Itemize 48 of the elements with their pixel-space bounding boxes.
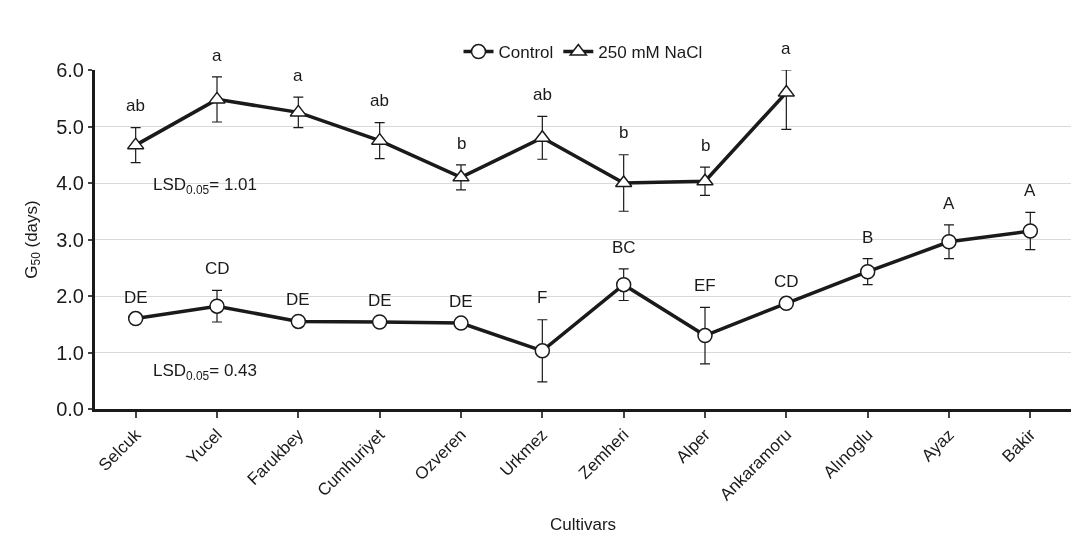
annotation: LSD$_{0.05}$= 1.01 [153,175,257,197]
annotation: ab [533,85,552,104]
y-tick-label: 6.0 [56,59,84,81]
point [859,263,876,280]
x-axis-title: Cultivars [549,514,617,534]
point [453,315,469,331]
annotation: CD [774,272,799,291]
legend-label: 250 mM NaCl [598,43,703,63]
point [209,298,225,314]
annotation: b [457,134,467,153]
y-tick-label: 4.0 [56,172,84,194]
point [127,310,144,327]
annotation: b [701,136,711,155]
point [697,327,713,344]
point [371,314,388,330]
point [208,91,226,104]
y-tick-label: 3.0 [56,228,84,251]
annotation: A [1024,181,1036,200]
annotation: B [862,228,874,247]
annotation: a [293,66,303,85]
point [615,276,632,293]
point [941,234,957,250]
y-tick-label: 0.0 [56,398,84,420]
annotation: CD [205,259,230,278]
annotation: DE [286,290,310,309]
annotation: DE [449,292,473,311]
annotation: a [212,46,222,65]
point [1022,223,1039,239]
point [452,169,470,182]
annotation: EF [694,276,716,295]
annotation: DE [124,288,148,307]
annotation: DE [368,291,392,310]
annotation: BC [612,238,636,257]
annotation: LSD$_{0.05}$= 0.43 [153,361,257,383]
annotation: A [943,194,955,213]
annotation: b [619,123,629,142]
point [778,295,795,312]
legend-label: Control [498,43,554,63]
y-tick-label: 2.0 [56,285,84,307]
annotation: F [537,288,548,307]
annotation: ab [126,96,145,115]
y-tick-label: 1.0 [56,341,84,364]
annotation: a [781,39,791,58]
point [696,173,714,186]
point [290,313,307,330]
y-tick-label: 5.0 [56,115,84,138]
point [534,343,551,359]
annotation: ab [370,91,389,110]
